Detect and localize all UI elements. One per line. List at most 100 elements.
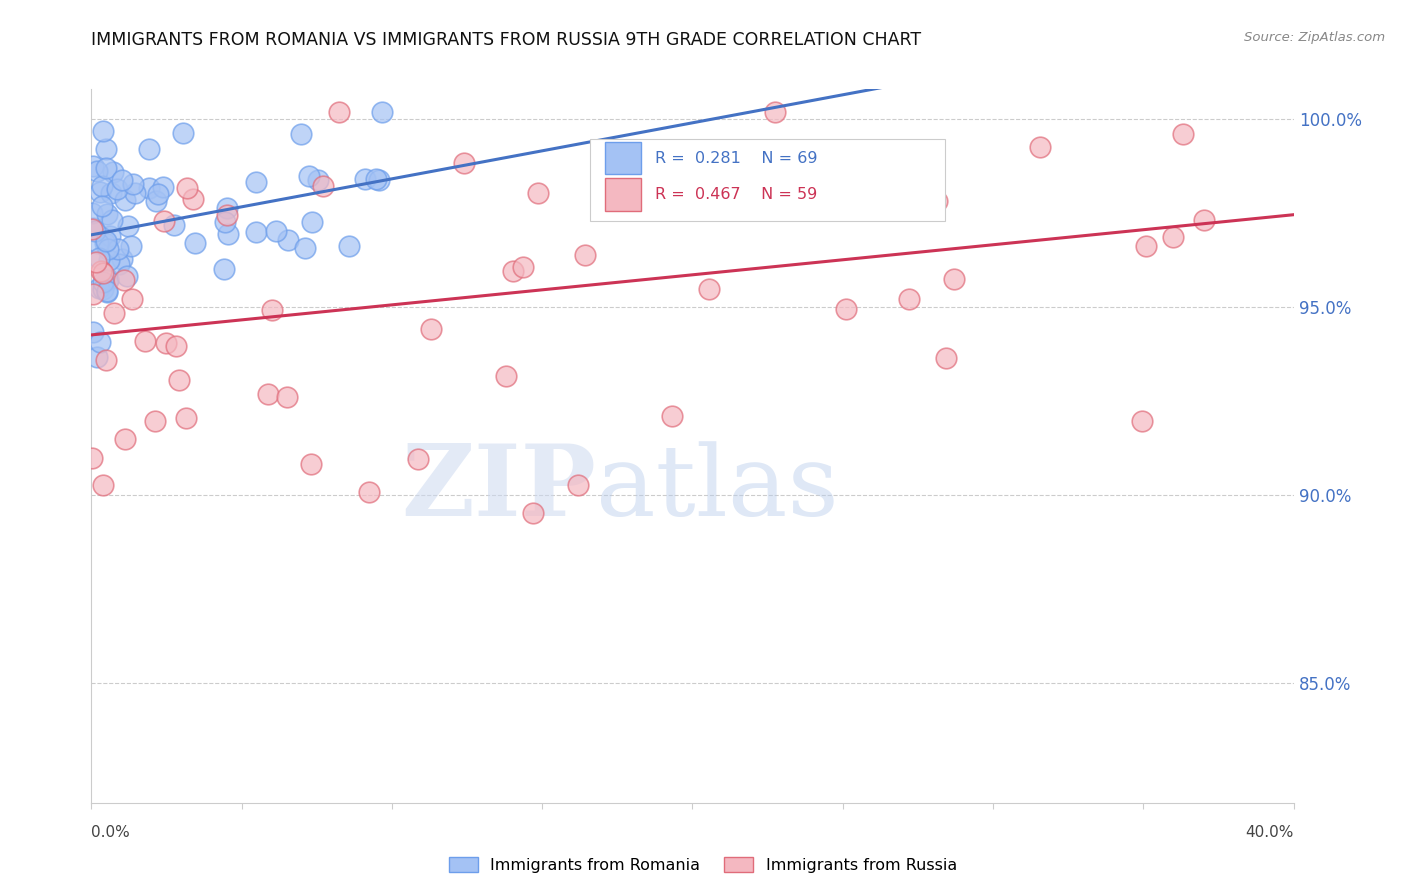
Point: [91, 275, 114, 289]
Point: [181, 192, 204, 206]
Point: [107, 243, 129, 257]
Point: [567, 478, 589, 492]
Point: [765, 104, 787, 119]
Point: [134, 334, 156, 348]
Point: [155, 335, 177, 350]
Point: [145, 414, 167, 428]
Point: [91, 282, 114, 296]
Point: [91, 124, 114, 138]
Point: [574, 248, 596, 262]
FancyBboxPatch shape: [605, 143, 641, 175]
Point: [89, 251, 111, 265]
Point: [82, 220, 104, 235]
Point: [298, 169, 321, 183]
Point: [307, 172, 329, 186]
Point: [138, 142, 160, 156]
Point: [80, 451, 103, 466]
Point: [90, 263, 112, 277]
Point: [1028, 140, 1050, 154]
Text: 40.0%: 40.0%: [1246, 825, 1294, 839]
Point: [86, 164, 108, 178]
Point: [82, 222, 104, 236]
Legend: Immigrants from Romania, Immigrants from Russia: Immigrants from Romania, Immigrants from…: [443, 851, 963, 880]
Point: [97, 272, 120, 286]
Point: [86, 350, 108, 364]
Point: [83, 224, 105, 238]
Point: [942, 272, 965, 286]
Point: [146, 187, 169, 202]
Point: [176, 181, 198, 195]
Point: [699, 282, 721, 296]
Point: [276, 390, 298, 404]
Point: [145, 194, 167, 208]
Point: [214, 215, 236, 229]
Point: [366, 172, 388, 186]
Point: [354, 172, 377, 186]
Point: [290, 127, 312, 141]
Point: [107, 257, 129, 271]
Point: [114, 432, 136, 446]
Point: [682, 172, 704, 186]
Point: [897, 293, 920, 307]
FancyBboxPatch shape: [591, 139, 945, 221]
Point: [301, 215, 323, 229]
Text: R =  0.467    N = 59: R = 0.467 N = 59: [655, 187, 817, 202]
Text: Source: ZipAtlas.com: Source: ZipAtlas.com: [1244, 31, 1385, 45]
Point: [112, 273, 135, 287]
Point: [152, 180, 174, 194]
Point: [835, 302, 858, 317]
Point: [96, 284, 118, 298]
Point: [1130, 414, 1153, 428]
Point: [661, 409, 683, 423]
Point: [111, 252, 134, 267]
Point: [153, 214, 176, 228]
Text: atlas: atlas: [596, 441, 839, 537]
Point: [94, 161, 117, 175]
Point: [121, 177, 143, 191]
Point: [453, 155, 475, 169]
Point: [264, 224, 287, 238]
Point: [215, 208, 238, 222]
Point: [90, 199, 112, 213]
Point: [97, 273, 120, 287]
Point: [277, 233, 299, 247]
Point: [100, 186, 122, 200]
Point: [357, 485, 380, 500]
Point: [94, 352, 117, 367]
Point: [419, 321, 441, 335]
Point: [1161, 230, 1184, 244]
Point: [214, 262, 236, 277]
Point: [167, 373, 190, 387]
Point: [217, 227, 239, 242]
Point: [96, 207, 118, 221]
Point: [89, 185, 111, 199]
Point: [183, 236, 205, 251]
Point: [502, 264, 524, 278]
Point: [105, 182, 128, 196]
Point: [257, 386, 280, 401]
Point: [115, 268, 138, 283]
Point: [121, 292, 143, 306]
Point: [94, 236, 117, 251]
Point: [98, 229, 121, 244]
Point: [80, 206, 103, 220]
Point: [82, 159, 104, 173]
Text: ZIP: ZIP: [401, 441, 596, 537]
Point: [87, 281, 110, 295]
Point: [215, 201, 238, 215]
Point: [828, 202, 851, 217]
Point: [96, 234, 118, 248]
Point: [124, 186, 146, 200]
Point: [927, 194, 949, 208]
Point: [174, 410, 197, 425]
Point: [371, 104, 394, 119]
Point: [172, 126, 194, 140]
Point: [103, 306, 125, 320]
Point: [162, 218, 184, 232]
Point: [603, 150, 626, 164]
Point: [853, 180, 876, 194]
Text: IMMIGRANTS FROM ROMANIA VS IMMIGRANTS FROM RUSSIA 9TH GRADE CORRELATION CHART: IMMIGRANTS FROM ROMANIA VS IMMIGRANTS FR…: [91, 31, 921, 49]
Point: [101, 213, 124, 227]
Point: [89, 334, 111, 349]
Point: [117, 219, 139, 234]
